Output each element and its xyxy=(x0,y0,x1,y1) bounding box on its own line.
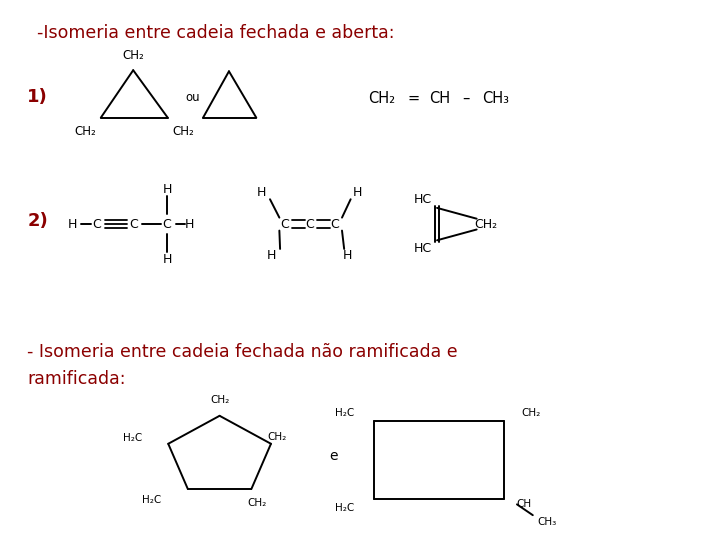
Text: 1): 1) xyxy=(27,88,48,106)
Text: CH₂: CH₂ xyxy=(173,125,194,138)
Text: H: H xyxy=(162,253,172,266)
Text: CH: CH xyxy=(516,500,532,509)
Text: CH₂: CH₂ xyxy=(74,125,96,138)
Text: C: C xyxy=(280,218,289,231)
Text: CH: CH xyxy=(428,91,450,106)
Text: –: – xyxy=(462,91,469,106)
Text: H: H xyxy=(343,249,353,262)
Text: H: H xyxy=(353,186,363,199)
Text: H₂C: H₂C xyxy=(143,495,161,505)
Text: ou: ou xyxy=(186,91,200,104)
Text: ramificada:: ramificada: xyxy=(27,370,126,388)
Text: - Isomeria entre cadeia fechada não ramificada e: - Isomeria entre cadeia fechada não rami… xyxy=(27,343,458,361)
Text: HC: HC xyxy=(413,193,432,206)
Text: CH₂: CH₂ xyxy=(474,218,498,231)
Text: C: C xyxy=(163,218,171,231)
Text: H: H xyxy=(184,218,194,231)
Text: C: C xyxy=(129,218,138,231)
Text: CH₂: CH₂ xyxy=(210,395,229,404)
Text: CH₃: CH₃ xyxy=(482,91,509,106)
Text: CH₃: CH₃ xyxy=(538,517,557,526)
Text: CH₂: CH₂ xyxy=(248,497,266,508)
Text: H₂C: H₂C xyxy=(335,503,354,512)
Text: H: H xyxy=(162,183,172,195)
Text: C: C xyxy=(92,218,101,231)
Text: -Isomeria entre cadeia fechada e aberta:: -Isomeria entre cadeia fechada e aberta: xyxy=(37,24,395,42)
Text: H₂C: H₂C xyxy=(335,408,354,417)
Text: CH₂: CH₂ xyxy=(522,408,541,417)
Text: H: H xyxy=(256,186,266,199)
Text: H: H xyxy=(67,218,77,231)
Text: =: = xyxy=(408,91,419,106)
Text: e: e xyxy=(329,449,338,463)
Text: C: C xyxy=(305,218,314,231)
Text: H₂C: H₂C xyxy=(122,434,142,443)
Text: CH₂: CH₂ xyxy=(122,49,144,62)
Text: 2): 2) xyxy=(27,212,48,231)
Text: CH₂: CH₂ xyxy=(267,433,287,442)
Text: H: H xyxy=(266,249,276,262)
Text: C: C xyxy=(330,218,339,231)
Text: HC: HC xyxy=(413,242,432,255)
Text: CH₂: CH₂ xyxy=(368,91,395,106)
